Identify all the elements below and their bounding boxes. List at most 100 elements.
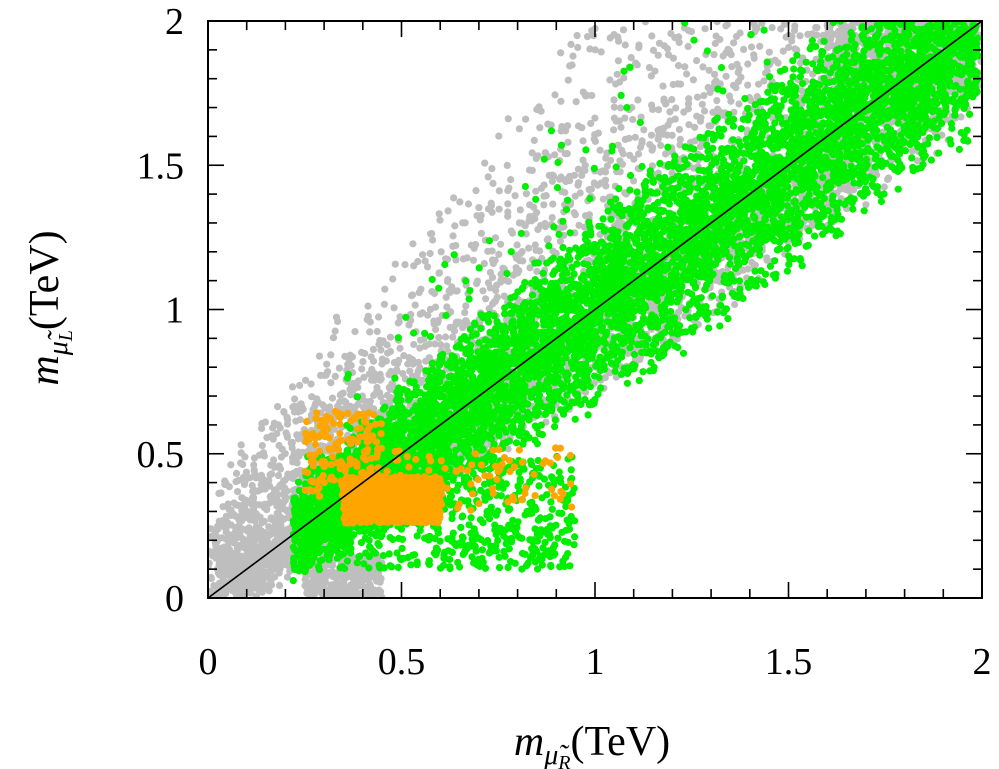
data-point — [431, 340, 439, 348]
data-point — [659, 130, 668, 138]
data-point — [296, 381, 304, 389]
data-point — [633, 61, 641, 69]
data-point — [386, 347, 395, 356]
data-point — [511, 192, 519, 200]
data-point — [634, 150, 643, 158]
data-point — [862, 201, 870, 209]
data-point — [576, 189, 584, 197]
points-layer — [208, 21, 982, 598]
data-point — [443, 277, 452, 286]
data-point — [563, 122, 572, 130]
data-point — [606, 34, 614, 42]
data-point — [434, 317, 442, 325]
data-point — [610, 114, 619, 122]
data-point — [675, 125, 684, 134]
data-point — [711, 39, 719, 48]
data-point — [591, 114, 599, 122]
data-point — [456, 198, 464, 206]
data-point — [812, 23, 820, 32]
data-point — [846, 187, 854, 195]
data-point — [410, 262, 418, 270]
data-point — [417, 285, 425, 293]
data-point — [288, 383, 297, 391]
data-point — [657, 141, 665, 150]
data-point — [364, 312, 372, 320]
data-point — [396, 344, 404, 352]
data-point — [755, 80, 763, 88]
data-point — [796, 32, 804, 40]
data-point — [275, 441, 283, 450]
data-point — [393, 360, 402, 368]
data-point — [578, 171, 586, 179]
data-point — [693, 57, 701, 65]
data-point — [435, 334, 443, 342]
data-point — [234, 488, 242, 496]
data-point — [836, 185, 844, 193]
data-point — [756, 42, 764, 50]
data-point — [557, 49, 565, 57]
data-point — [489, 179, 497, 187]
data-point — [744, 81, 752, 89]
data-point — [366, 328, 374, 336]
data-point — [722, 22, 730, 30]
data-point — [571, 211, 579, 219]
data-point — [575, 179, 583, 187]
data-point — [432, 325, 440, 333]
data-point — [541, 223, 550, 231]
data-point — [684, 100, 693, 108]
data-point — [444, 207, 452, 215]
data-point — [227, 461, 235, 469]
data-point — [443, 342, 451, 350]
data-point — [621, 41, 629, 49]
data-point — [488, 165, 496, 173]
data-point — [719, 52, 727, 60]
data-point — [364, 302, 372, 310]
data-point — [437, 341, 445, 349]
data-point — [614, 57, 623, 65]
data-point — [472, 187, 480, 195]
data-point — [348, 353, 356, 361]
data-point — [250, 466, 258, 474]
data-point — [461, 219, 469, 227]
data-point — [495, 250, 503, 258]
data-point — [530, 136, 538, 144]
data-point — [625, 134, 633, 142]
data-point — [504, 212, 512, 220]
data-point — [549, 171, 557, 179]
data-point — [497, 240, 505, 248]
data-point — [583, 33, 592, 41]
data-point — [507, 176, 515, 184]
data-point — [488, 247, 496, 255]
data-point — [399, 370, 407, 378]
data-point — [668, 96, 676, 104]
data-point — [621, 114, 629, 122]
data-point — [419, 251, 427, 259]
data-point — [327, 379, 335, 387]
data-point — [331, 327, 339, 335]
data-point — [327, 351, 335, 359]
data-point — [684, 26, 693, 35]
data-point — [734, 77, 743, 86]
data-point — [435, 269, 444, 277]
data-point — [473, 212, 481, 220]
data-point — [219, 503, 227, 511]
data-point — [528, 149, 536, 157]
data-point — [284, 416, 292, 424]
data-point — [272, 562, 280, 570]
data-point — [668, 169, 676, 177]
data-point — [712, 32, 720, 40]
data-point — [660, 95, 668, 103]
data-point — [232, 469, 241, 477]
data-point — [390, 304, 398, 312]
data-point — [597, 48, 605, 56]
data-point — [698, 100, 706, 108]
data-point — [646, 141, 654, 149]
data-point — [292, 417, 300, 425]
data-point — [544, 120, 552, 128]
data-point — [635, 41, 643, 49]
data-point — [705, 66, 713, 74]
data-point — [351, 328, 359, 336]
data-point — [258, 424, 266, 432]
data-point — [522, 190, 531, 198]
data-point — [323, 360, 331, 368]
